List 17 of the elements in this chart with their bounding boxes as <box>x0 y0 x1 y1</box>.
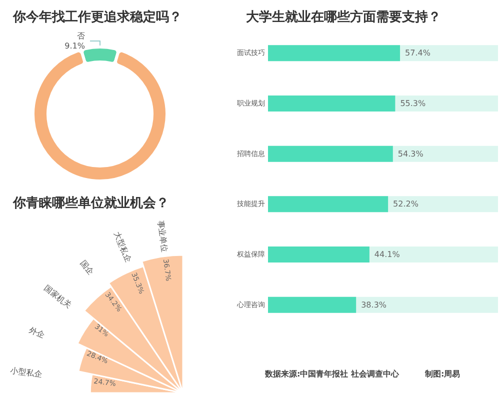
chart-title: 大学生就业在哪些方面需要支持？ <box>246 9 441 25</box>
slice-label: 否 <box>77 32 85 40</box>
source-note: 数据来源:中国青年报社 社会调查中心 <box>264 368 400 378</box>
data-label: 52.2% <box>393 200 419 209</box>
text: 你青睐哪些单位就业机会？ <box>12 195 169 211</box>
text: 制图:周易 <box>424 370 460 378</box>
category-label: 国家机关 <box>42 284 74 310</box>
category-label: 国企 <box>78 258 96 277</box>
chart-title: 你今年找工作更追求稳定吗？ <box>12 9 182 25</box>
category-label: 外企 <box>28 325 46 340</box>
category-label: 大型私企 <box>112 230 133 264</box>
data-label: 9.1% <box>64 42 86 50</box>
data-label: 57.4% <box>405 48 431 58</box>
data-label: 44.1% <box>374 250 400 259</box>
data-label: 55.3% <box>400 99 426 108</box>
data-label: 54.3% <box>398 149 424 158</box>
data-label: 38.3% <box>361 300 387 310</box>
